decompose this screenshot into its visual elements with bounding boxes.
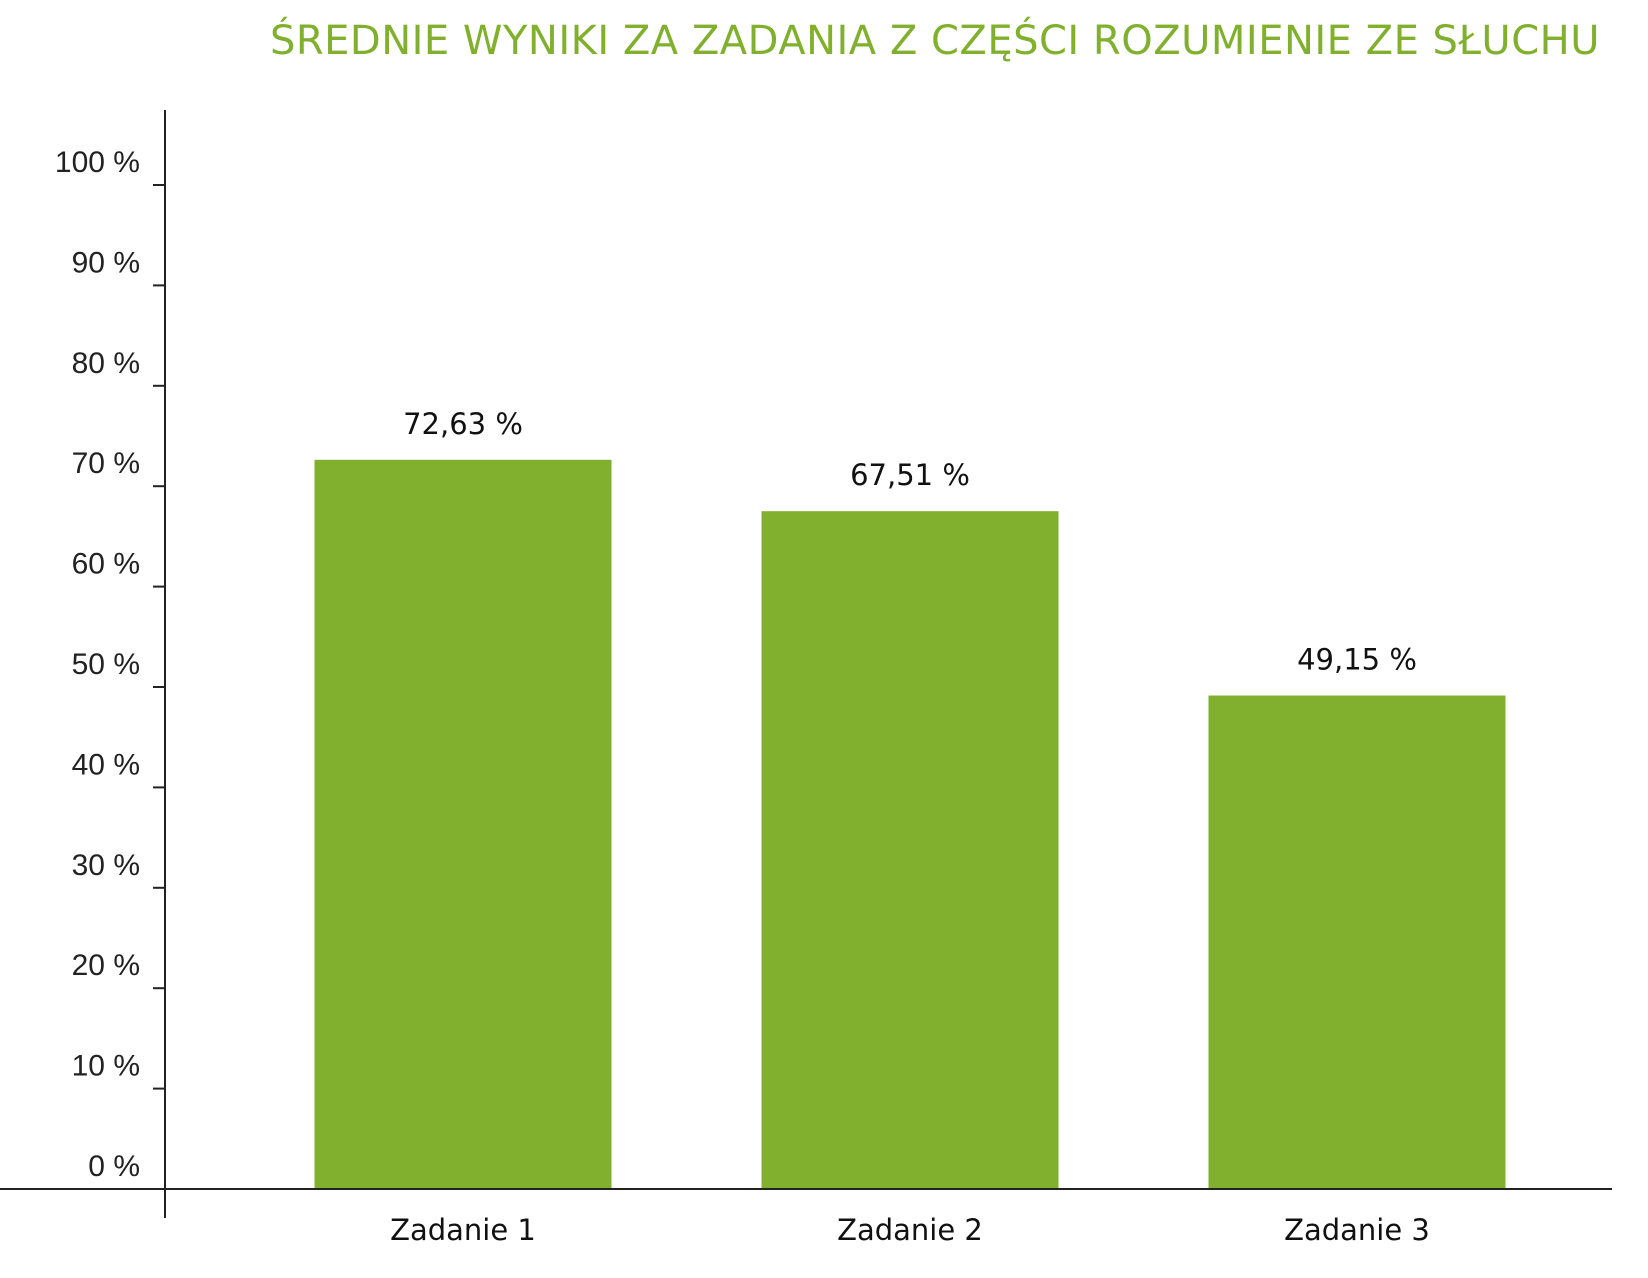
y-tick-label: 80 %	[72, 347, 140, 380]
x-axis: Zadanie 1 Zadanie 2 Zadanie 3	[0, 1188, 1612, 1247]
y-tick-label: 90 %	[72, 246, 140, 279]
bar	[314, 459, 612, 1189]
y-tick-label: 40 %	[72, 748, 140, 781]
y-tick-label: 20 %	[72, 949, 140, 982]
y-tick-label: 100 %	[55, 146, 140, 179]
x-category-label: Zadanie 1	[390, 1213, 536, 1247]
bar-value-label: 49,15 %	[1297, 643, 1417, 677]
y-tick-label: 10 %	[72, 1050, 140, 1083]
chart-title: ŚREDNIE WYNIKI ZA ZADANIA Z CZĘŚCI ROZUM…	[269, 18, 1600, 64]
y-tick-label: 60 %	[72, 548, 140, 581]
y-tick-label: 0 %	[88, 1150, 140, 1183]
bar	[761, 511, 1059, 1189]
bar-value-label: 72,63 %	[403, 407, 523, 441]
bars: 72,63 % 67,51 % 49,15 %	[314, 407, 1506, 1189]
y-tick-label: 50 %	[72, 648, 140, 681]
y-axis: 0 % 10 % 20 % 30 % 40 % 50 % 60 % 70 % 80 % 90 % 1…	[55, 110, 166, 1218]
x-category-label: Zadanie 2	[837, 1213, 983, 1247]
x-category-label: Zadanie 3	[1284, 1213, 1430, 1247]
y-tick-label: 70 %	[72, 447, 140, 480]
y-tick-label: 30 %	[72, 849, 140, 882]
bar-value-label: 67,51 %	[850, 458, 970, 492]
bar	[1208, 695, 1506, 1189]
